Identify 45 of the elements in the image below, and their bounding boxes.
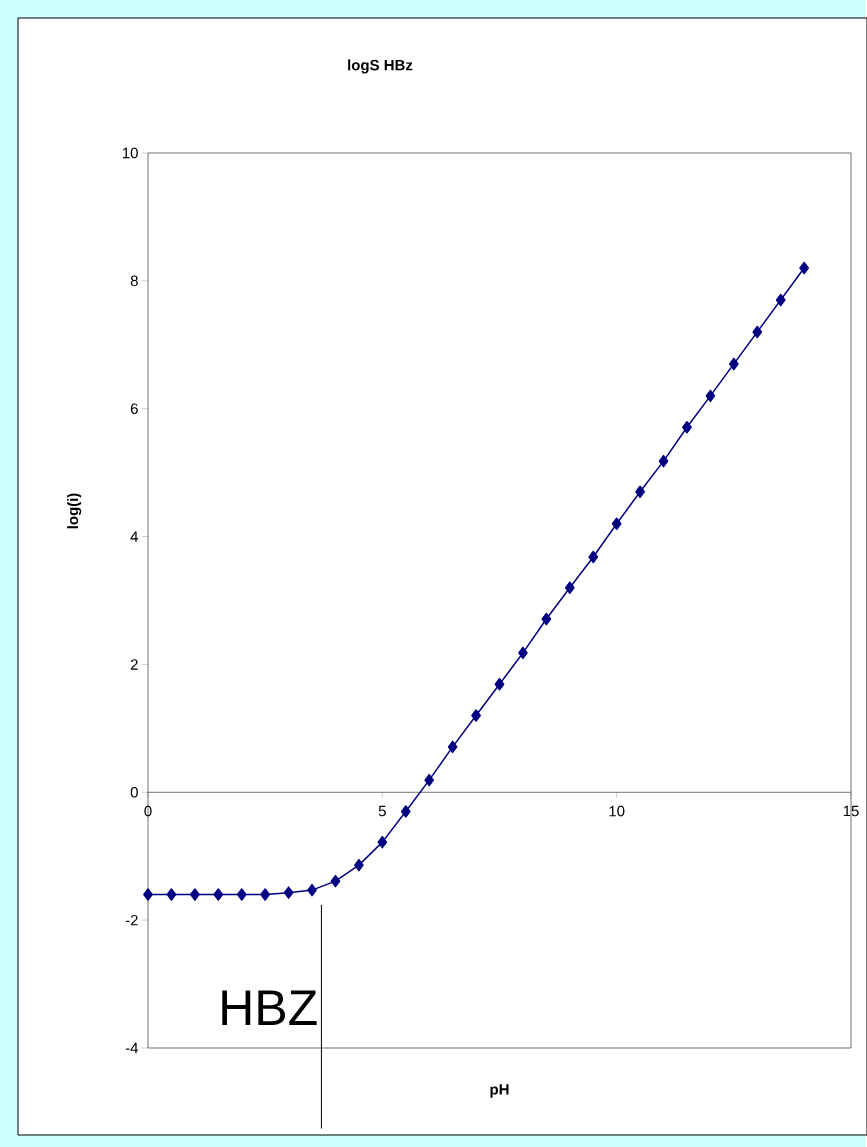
point bbox=[260, 888, 270, 901]
point bbox=[728, 357, 739, 371]
x-tick-label: 15 bbox=[843, 805, 859, 817]
x-axis-title: pH bbox=[490, 1084, 509, 1098]
x-tick-label: 0 bbox=[144, 805, 152, 817]
y-tick-label: 10 bbox=[122, 147, 138, 159]
chart-title: logS HBz bbox=[347, 59, 413, 74]
y-tick-label: 6 bbox=[130, 403, 138, 415]
x-tick-label: 5 bbox=[378, 805, 386, 817]
y-tick-label: 4 bbox=[130, 531, 138, 542]
point bbox=[634, 485, 645, 499]
point bbox=[658, 454, 669, 468]
point bbox=[611, 517, 622, 531]
point bbox=[681, 420, 692, 434]
point bbox=[705, 389, 716, 403]
point bbox=[494, 677, 505, 691]
point bbox=[470, 709, 481, 722]
point bbox=[236, 888, 247, 901]
point bbox=[166, 888, 177, 901]
point bbox=[330, 874, 341, 888]
point bbox=[564, 581, 575, 594]
point bbox=[306, 883, 317, 897]
point bbox=[447, 740, 458, 754]
point bbox=[189, 888, 200, 901]
point bbox=[588, 550, 598, 564]
y-tick-label: -4 bbox=[125, 1042, 138, 1054]
point bbox=[517, 646, 528, 660]
point bbox=[283, 886, 294, 899]
point bbox=[541, 612, 552, 626]
point bbox=[213, 888, 223, 901]
y-tick-label: 0 bbox=[130, 786, 138, 798]
y-tick-label: 8 bbox=[130, 275, 138, 287]
point bbox=[424, 773, 434, 787]
x-tick-label: 10 bbox=[609, 805, 625, 817]
point bbox=[377, 835, 387, 849]
point bbox=[142, 888, 153, 901]
point bbox=[799, 261, 809, 275]
y-axis-title: log(i) bbox=[66, 493, 81, 529]
point bbox=[400, 805, 411, 818]
y-tick-label: 2 bbox=[130, 659, 138, 670]
ref-line-label: HBZ bbox=[222, 990, 317, 1025]
y-tick-label: -2 bbox=[125, 914, 138, 926]
point bbox=[353, 858, 364, 872]
point bbox=[775, 293, 786, 307]
point bbox=[752, 325, 762, 339]
